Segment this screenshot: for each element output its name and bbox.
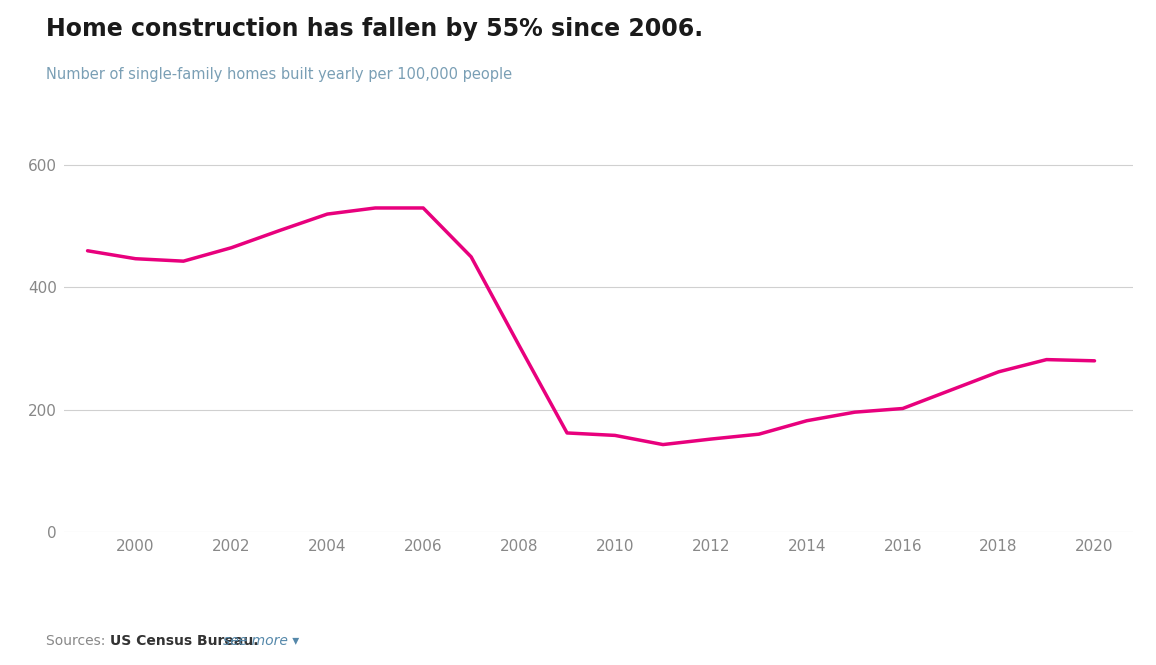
Text: Sources:: Sources: <box>46 634 114 648</box>
Text: see more ▾: see more ▾ <box>223 634 299 648</box>
Text: US Census Bureau.: US Census Bureau. <box>110 634 258 648</box>
Text: Number of single-family homes built yearly per 100,000 people: Number of single-family homes built year… <box>46 66 512 82</box>
Text: Home construction has fallen by 55% since 2006.: Home construction has fallen by 55% sinc… <box>46 17 703 41</box>
